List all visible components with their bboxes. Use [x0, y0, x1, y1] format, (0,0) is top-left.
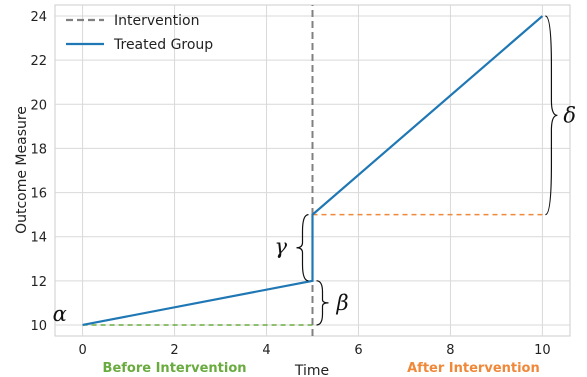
treated-group-line	[82, 15, 544, 327]
y-tick-label: 18	[30, 142, 47, 157]
region-label-after: After Intervention	[407, 361, 540, 376]
y-tick-label: 22	[30, 54, 47, 69]
y-tick-label: 24	[30, 10, 47, 25]
y-axis-label: Outcome Measure	[14, 106, 30, 234]
region-label-before: Before Intervention	[103, 361, 247, 376]
beta-label: β	[336, 291, 349, 315]
x-tick-label: 2	[170, 343, 178, 358]
beta-brace	[316, 280, 329, 326]
legend: Intervention Treated Group	[66, 13, 213, 53]
y-tick-label: 10	[30, 319, 47, 334]
reference-lines	[82, 213, 543, 326]
delta-label: δ	[563, 103, 576, 127]
x-axis-ticks: 0 2 4 6 8 10	[78, 343, 550, 358]
x-tick-label: 10	[534, 343, 551, 358]
y-tick-label: 14	[30, 231, 47, 246]
x-tick-label: 4	[262, 343, 270, 358]
gamma-brace	[296, 214, 309, 282]
series-lines	[82, 5, 544, 336]
x-tick-label: 8	[446, 343, 454, 358]
alpha-label: α	[53, 302, 67, 326]
y-tick-label: 12	[30, 275, 47, 290]
x-tick-label: 0	[78, 343, 86, 358]
gamma-label: γ	[275, 235, 288, 259]
greek-annotations: α β γ δ	[53, 103, 576, 326]
y-tick-label: 20	[30, 98, 47, 113]
legend-label-0: Intervention	[114, 13, 199, 29]
legend-label-1: Treated Group	[113, 37, 213, 53]
y-tick-label: 16	[30, 187, 47, 202]
x-tick-label: 6	[354, 343, 362, 358]
x-axis-label: Time	[294, 363, 329, 377]
y-axis-ticks: 10 12 14 16 18 20 22 24	[30, 10, 47, 334]
